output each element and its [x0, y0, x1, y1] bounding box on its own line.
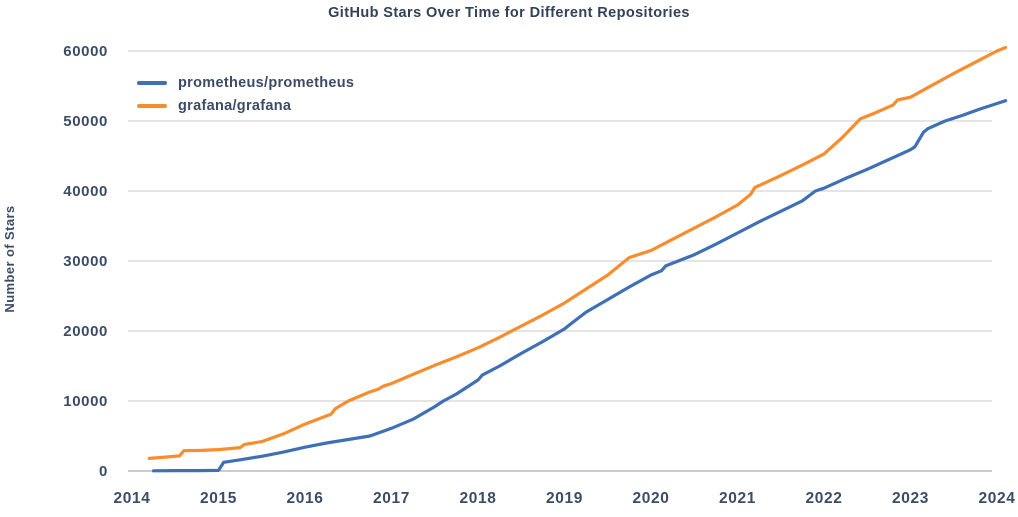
legend-item-grafana: grafana/grafana	[137, 97, 354, 114]
y-tick-label: 60000	[63, 43, 108, 60]
y-tick-label: 50000	[63, 113, 108, 130]
x-tick-label: 2014	[114, 490, 151, 507]
x-tick-label: 2015	[200, 490, 237, 507]
x-tick-label: 2016	[287, 490, 324, 507]
legend: prometheus/prometheus grafana/grafana	[137, 74, 354, 114]
y-tick-label: 0	[99, 463, 108, 480]
y-tick-label: 40000	[63, 183, 108, 200]
y-tick-label: 10000	[63, 393, 108, 410]
x-tick-label: 2020	[633, 490, 670, 507]
x-tick-label: 2022	[806, 490, 843, 507]
legend-label-prometheus: prometheus/prometheus	[178, 74, 355, 91]
y-tick-label: 30000	[63, 253, 108, 270]
grafana-line-swatch	[137, 103, 167, 108]
series-line-prometheus	[152, 99, 1008, 473]
legend-label-grafana: grafana/grafana	[178, 97, 292, 114]
x-tick-label: 2019	[546, 490, 583, 507]
x-tick-label: 2017	[373, 490, 410, 507]
series-line-grafana	[147, 45, 1008, 460]
chart-title: GitHub Stars Over Time for Different Rep…	[328, 5, 690, 21]
legend-item-prometheus: prometheus/prometheus	[137, 74, 354, 91]
x-tick-label: 2023	[892, 490, 929, 507]
x-tick-label: 2018	[460, 490, 497, 507]
x-tick-label: 2024	[979, 490, 1016, 507]
y-tick-label: 20000	[63, 323, 108, 340]
x-tick-label: 2021	[719, 490, 756, 507]
prometheus-line-swatch	[137, 80, 167, 85]
